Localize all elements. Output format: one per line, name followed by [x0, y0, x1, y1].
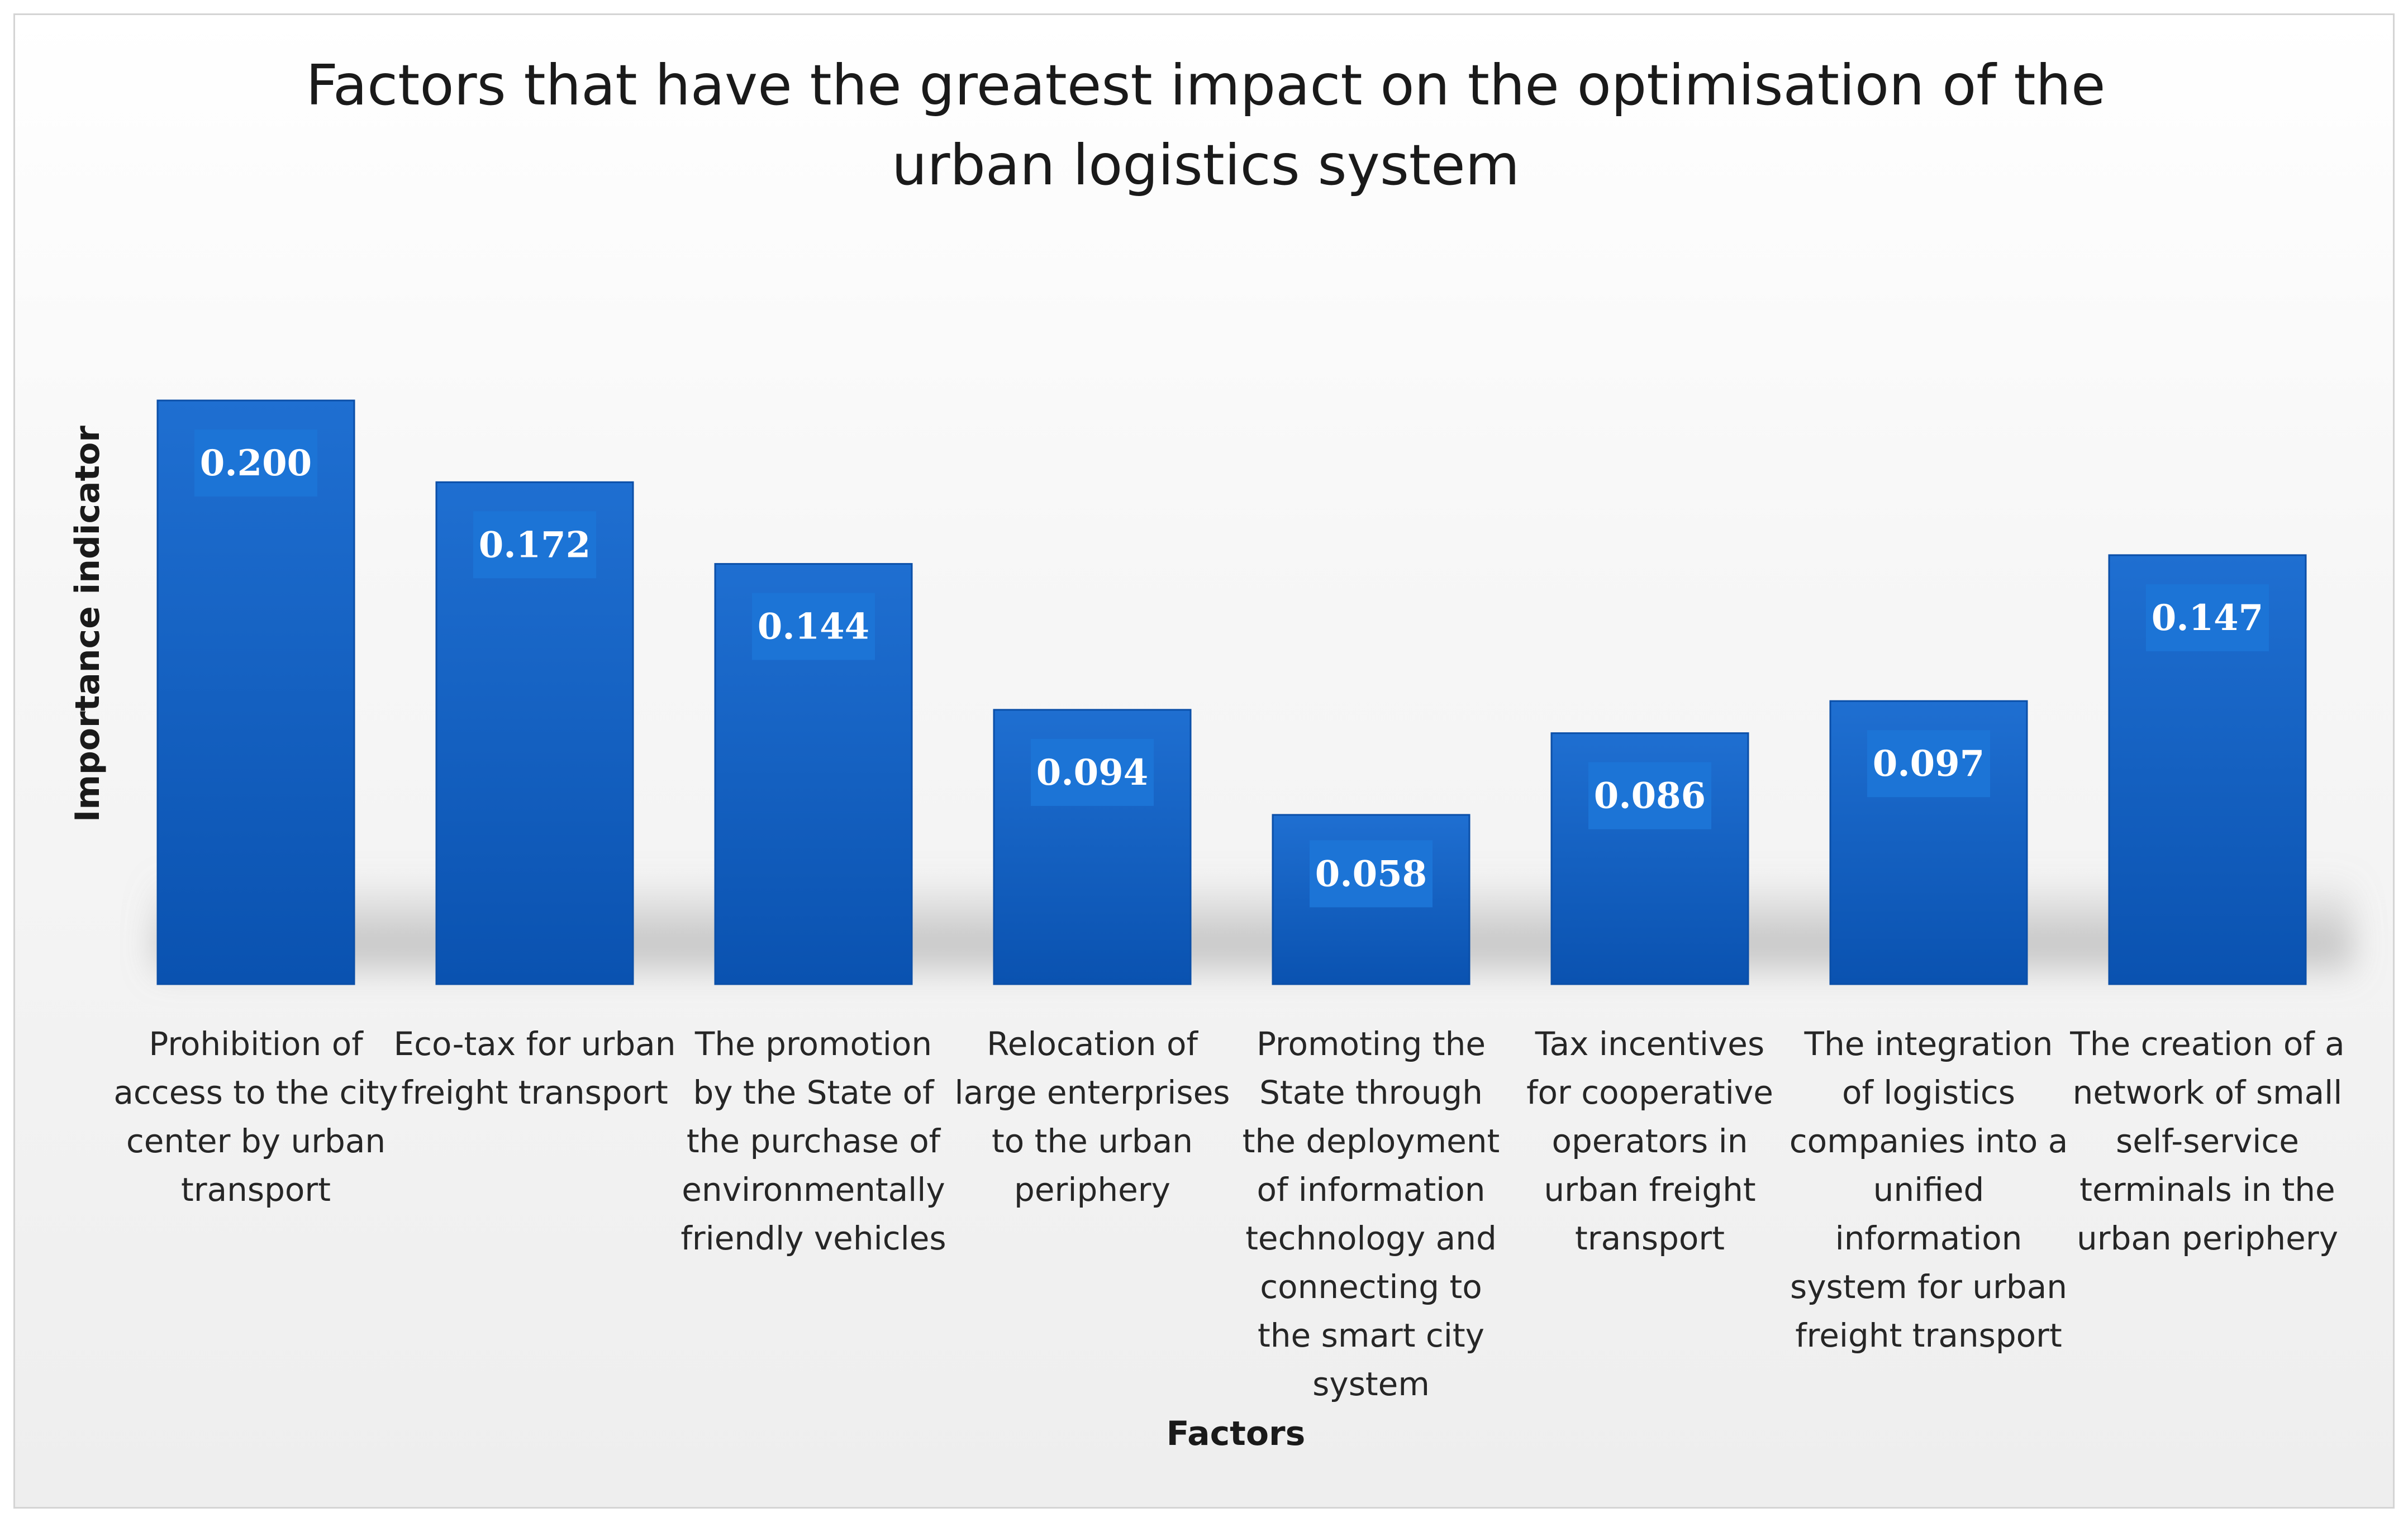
category-label-7: The integration of logistics companies int…: [1790, 1025, 2068, 1354]
data-label-3: 0.144: [758, 606, 869, 648]
category-label-7-line-5: information: [1835, 1219, 2022, 1257]
category-label-4: Relocation of large enterprises to the urb…: [954, 1025, 1230, 1209]
category-labels-layer: Prohibition of access to the city center b…: [113, 1025, 2344, 1403]
category-label-1-line-2: access to the city: [113, 1073, 398, 1111]
category-label-8-line-5: urban periphery: [2077, 1219, 2338, 1257]
category-label-1-line-4: transport: [181, 1171, 331, 1209]
category-label-8-line-1: The creation of a: [2069, 1025, 2344, 1063]
category-label-3-line-1: The promotion: [694, 1025, 932, 1063]
category-label-7-line-6: system for urban: [1790, 1268, 2067, 1306]
data-label-7: 0.097: [1873, 743, 1985, 785]
data-label-box-3: [752, 593, 875, 660]
category-label-5-line-2: State through: [1259, 1073, 1483, 1111]
data-label-box-5: [1310, 840, 1433, 908]
category-label-6: Tax incentives for cooperative operators i…: [1526, 1025, 1773, 1257]
y-axis-title: Importance indicator: [68, 426, 107, 822]
data-label-box-8: [2146, 584, 2269, 651]
category-label-2-line-1: Eco-tax for urban: [394, 1025, 676, 1063]
data-label-box-7: [1867, 730, 1990, 798]
category-label-6-line-4: urban freight: [1544, 1171, 1755, 1209]
category-label-2-line-2: freight transport: [401, 1073, 668, 1111]
data-label-2: 0.172: [479, 524, 591, 566]
category-label-8-line-2: network of small: [2073, 1073, 2343, 1111]
data-label-6: 0.086: [1594, 775, 1706, 817]
category-label-3-line-4: environmentally: [682, 1171, 945, 1209]
category-label-3-line-2: by the State of: [693, 1073, 935, 1111]
category-label-5-line-5: technology and: [1245, 1219, 1497, 1257]
data-label-box-4: [1031, 738, 1154, 806]
category-label-5-line-3: the deployment: [1243, 1122, 1500, 1160]
category-label-1-line-1: Prohibition of: [149, 1025, 364, 1063]
chart-title-line-1: Factors that have the greatest impact on…: [306, 53, 2106, 118]
category-label-6-line-5: transport: [1575, 1219, 1725, 1257]
data-label-box-6: [1588, 762, 1711, 829]
category-label-1: Prohibition of access to the city center b…: [113, 1025, 398, 1209]
category-label-3-line-3: the purchase of: [687, 1122, 941, 1160]
category-label-5-line-7: the smart city: [1258, 1316, 1484, 1354]
category-label-6-line-3: operators in: [1552, 1122, 1748, 1160]
chart-title-line-2: urban logistics system: [892, 132, 1520, 198]
bar-chart: Factors that have the greatest impact on…: [68, 53, 2353, 1453]
category-label-5: Promoting the State through the deployment…: [1243, 1025, 1500, 1403]
category-label-4-line-1: Relocation of: [987, 1025, 1198, 1063]
category-label-5-line-4: of information: [1257, 1171, 1485, 1209]
category-label-6-line-2: for cooperative: [1526, 1073, 1773, 1111]
data-label-box-1: [194, 430, 317, 497]
category-label-7-line-3: companies into a: [1790, 1122, 2068, 1160]
category-label-6-line-1: Tax incentives: [1535, 1025, 1764, 1063]
category-label-8-line-4: terminals in the: [2079, 1171, 2335, 1209]
category-label-5-line-1: Promoting the: [1257, 1025, 1486, 1063]
bar-1: [156, 399, 355, 985]
category-label-3-line-5: friendly vehicles: [680, 1219, 946, 1257]
category-label-3: The promotion by the State of the purchase…: [680, 1025, 946, 1257]
category-label-4-line-3: to the urban: [992, 1122, 1193, 1160]
category-label-4-line-2: large enterprises: [954, 1073, 1230, 1111]
category-label-8-line-3: self-service: [2116, 1122, 2299, 1160]
data-label-4: 0.094: [1036, 752, 1148, 794]
category-label-7-line-1: The integration: [1804, 1025, 2053, 1063]
category-label-7-line-4: unified: [1873, 1171, 1985, 1209]
data-label-5: 0.058: [1315, 853, 1427, 895]
category-label-7-line-7: freight transport: [1795, 1316, 2062, 1354]
floor-shadow: [155, 875, 2353, 976]
category-label-7-line-2: of logistics: [1842, 1073, 2015, 1111]
category-label-8: The creation of a network of small self-se…: [2069, 1025, 2344, 1257]
category-label-2: Eco-tax for urban freight transport: [394, 1025, 676, 1111]
chart-frame: Factors that have the greatest impact on…: [13, 13, 2395, 1509]
data-label-1: 0.200: [200, 442, 312, 484]
data-label-box-2: [473, 511, 596, 579]
category-label-5-line-8: system: [1312, 1365, 1430, 1403]
data-label-8: 0.147: [2152, 597, 2263, 639]
category-label-1-line-3: center by urban: [126, 1122, 386, 1160]
x-axis-title: Factors: [1167, 1414, 1306, 1453]
category-label-5-line-6: connecting to: [1260, 1268, 1482, 1306]
bars-layer: 0.200 0.172 0.144 0.094 0.058 0.086 0.097 0.147: [156, 399, 2307, 985]
category-label-4-line-4: periphery: [1014, 1171, 1170, 1209]
